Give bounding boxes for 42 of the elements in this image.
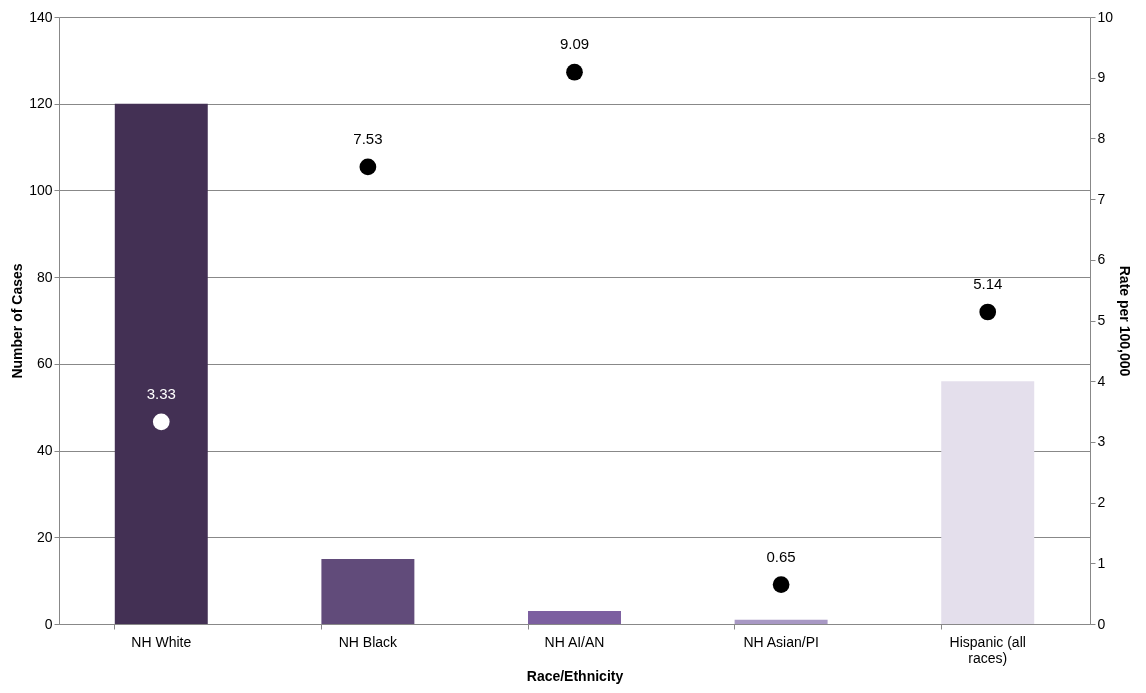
y-tick-label: 0: [44, 615, 53, 632]
y-tick-label: 120: [29, 95, 53, 112]
data-label: 0.65: [766, 547, 796, 565]
y2-tick-label: 3: [1097, 433, 1106, 450]
y2-tick-label: 5: [1097, 312, 1106, 328]
x-tick-label: NH Asian/PI: [743, 633, 819, 650]
point: [359, 158, 377, 176]
x-tick-label: NH White: [131, 633, 192, 650]
bar: [528, 610, 621, 624]
x-tick-label: NH AI/AN: [544, 633, 605, 650]
data-label: 9.09: [559, 35, 590, 53]
bar: [321, 558, 415, 624]
y2-tick-label: 9: [1097, 69, 1106, 86]
x-tick-label: Hispanic (all races): [949, 633, 1026, 666]
point: [152, 413, 170, 431]
bar: [941, 381, 1035, 624]
x-tick-label: NH Black: [338, 633, 399, 650]
bar: [114, 103, 208, 624]
data-label: 3.33: [146, 384, 176, 402]
y-tick-label: 40: [36, 442, 53, 459]
y2-tick-label: 4: [1097, 372, 1106, 389]
y-tick-label: 60: [36, 355, 53, 372]
y2-tick-label: 8: [1097, 129, 1106, 146]
point: [979, 303, 997, 321]
y-tick-label: 140: [29, 8, 53, 25]
point: [566, 63, 583, 81]
y2-axis-title: Rate per 100,000: [1117, 265, 1134, 377]
y-tick-label: 100: [29, 181, 53, 198]
y2-tick-label: 0: [1097, 615, 1106, 632]
y-axis-title: Number of Cases: [9, 263, 26, 379]
y2-tick-label: 6: [1097, 251, 1106, 268]
y2-tick-label: 7: [1097, 190, 1106, 207]
x-axis-title: Race/Ethnicity: [526, 667, 624, 684]
data-label: 7.53: [353, 129, 383, 147]
y-tick-label: 20: [36, 528, 53, 545]
data-label: 5.14: [973, 275, 1003, 292]
y2-tick-label: 2: [1097, 494, 1106, 511]
y2-tick-label: 10: [1097, 8, 1114, 25]
y-tick-label: 80: [36, 268, 53, 285]
y2-tick-label: 1: [1097, 554, 1106, 571]
point: [772, 576, 790, 593]
bar: [734, 619, 828, 624]
